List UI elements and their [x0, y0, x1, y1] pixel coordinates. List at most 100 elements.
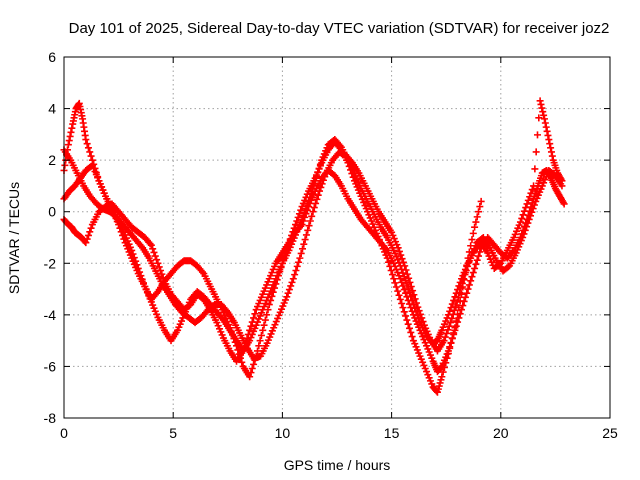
data-point: [87, 224, 95, 232]
data-point: [86, 228, 94, 236]
data-point: [286, 235, 294, 243]
data-point: [265, 301, 273, 309]
data-point: [65, 137, 73, 145]
x-tick-label: 25: [602, 425, 618, 441]
data-point: [538, 104, 546, 112]
data-point: [398, 255, 406, 263]
data-point: [296, 254, 304, 262]
data-point: [274, 272, 282, 280]
data-point: [292, 221, 300, 229]
data-point: [391, 279, 399, 287]
data-point: [247, 322, 255, 330]
data-point: [541, 119, 549, 127]
data-point: [414, 303, 422, 311]
data-point: [250, 314, 258, 322]
data-point: [396, 275, 404, 283]
data-point: [402, 266, 410, 274]
data-point: [302, 231, 310, 239]
data-point: [227, 327, 235, 335]
data-point: [416, 310, 424, 318]
data-point: [543, 127, 551, 135]
data-point: [452, 302, 460, 310]
data-point: [408, 333, 416, 341]
data-point: [246, 326, 254, 334]
data-point: [409, 287, 417, 295]
data-point: [546, 140, 554, 148]
data-point: [540, 111, 548, 119]
data-point: [471, 264, 479, 272]
data-point: [277, 263, 285, 271]
data-point: [297, 249, 305, 257]
data-point: [475, 208, 483, 216]
data-point: [518, 214, 526, 222]
data-point: [540, 115, 548, 123]
data-point: [390, 275, 398, 283]
data-point: [397, 251, 405, 259]
data-point: [305, 197, 313, 205]
data-point: [238, 358, 246, 366]
data-point: [406, 278, 414, 286]
data-point: [288, 278, 296, 286]
x-tick-label: 20: [493, 425, 509, 441]
chart-title: Day 101 of 2025, Sidereal Day-to-day VTE…: [69, 20, 610, 37]
data-point: [64, 141, 72, 149]
y-tick-label: -2: [44, 255, 57, 271]
data-point: [66, 132, 74, 140]
data-point: [462, 267, 470, 275]
data-point: [82, 136, 90, 144]
data-point: [392, 283, 400, 291]
data-point: [547, 144, 555, 152]
data-point: [295, 258, 303, 266]
data-point: [117, 228, 125, 236]
plot-frame: [63, 56, 611, 419]
data-point: [273, 276, 281, 284]
y-tick-label: 6: [48, 49, 56, 65]
data-point: [291, 271, 299, 279]
data-point: [298, 245, 306, 253]
data-point: [537, 100, 545, 108]
data-point: [261, 316, 269, 324]
data-point: [524, 219, 532, 227]
data-point: [464, 285, 472, 293]
data-points: [60, 97, 568, 396]
y-tick-label: -6: [44, 358, 57, 374]
data-point: [519, 234, 527, 241]
data-point: [451, 324, 459, 332]
data-point: [257, 331, 265, 339]
data-point: [535, 114, 543, 122]
data-point: [289, 275, 297, 283]
data-point: [150, 248, 158, 256]
data-point: [316, 187, 324, 195]
data-point: [285, 286, 293, 294]
data-point: [527, 212, 535, 220]
data-point: [461, 271, 469, 279]
data-point: [449, 310, 457, 318]
data-point: [454, 293, 462, 301]
data-point: [458, 279, 466, 287]
data-point: [438, 373, 446, 381]
data-point: [283, 293, 291, 301]
data-point: [524, 196, 532, 204]
data-point: [280, 255, 288, 263]
data-point: [303, 201, 311, 209]
data-point: [300, 240, 308, 248]
data-point: [443, 354, 451, 362]
data-point: [411, 295, 419, 303]
data-point: [68, 124, 76, 132]
data-point: [440, 363, 448, 371]
data-point: [459, 302, 467, 310]
data-point: [539, 108, 547, 116]
data-point: [278, 259, 286, 267]
data-point: [154, 259, 162, 267]
data-point: [308, 212, 316, 220]
data-point: [443, 329, 451, 337]
data-point: [463, 289, 471, 297]
data-point: [544, 131, 552, 139]
data-point: [444, 350, 452, 358]
data-point: [318, 180, 326, 188]
data-point: [284, 243, 292, 251]
data-point: [229, 331, 237, 339]
data-point: [233, 342, 241, 350]
data-point: [412, 299, 420, 307]
